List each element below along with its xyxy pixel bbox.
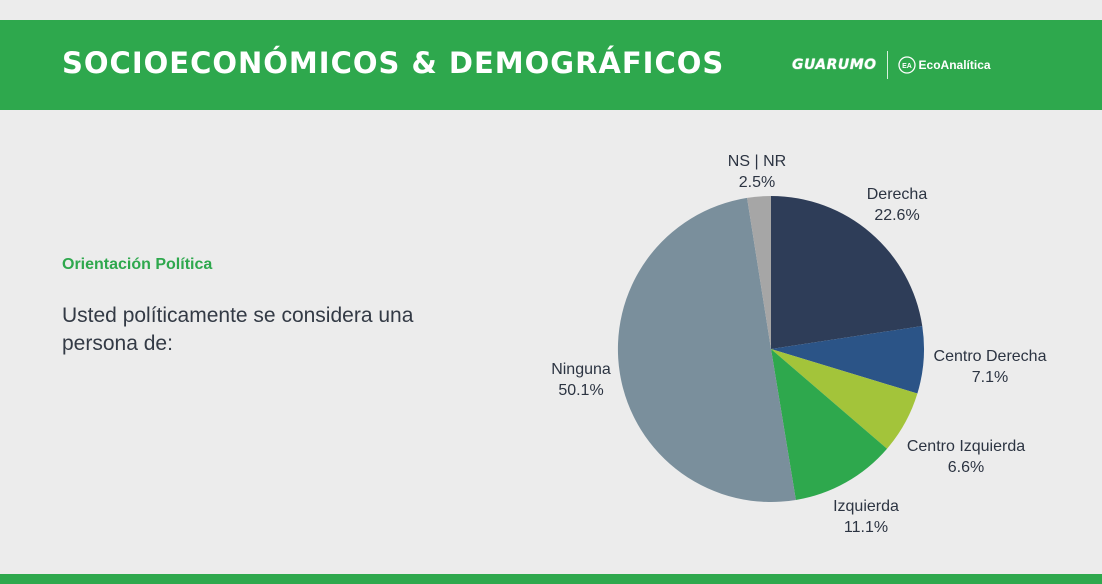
slice-value-izquierda: 11.1% — [844, 519, 888, 536]
top-strip — [0, 0, 1102, 20]
pie-slice-centro-izquierda — [771, 349, 918, 449]
guarumo-logo: GUARUMO — [792, 57, 877, 73]
chart-subtitle: Orientación Política — [62, 256, 213, 273]
survey-question: Usted políticamente se considera una per… — [62, 304, 414, 355]
svg-text:EA: EA — [902, 63, 912, 70]
pie-slice-ns-nr — [747, 195, 771, 349]
page-title: SOCIOECONÓMICOS & DEMOGRÁFICOS — [62, 46, 725, 80]
slice-label-izquierda: Izquierda — [833, 498, 899, 515]
pie-slice-izquierda — [771, 349, 888, 500]
header-bar: SOCIOECONÓMICOS & DEMOGRÁFICOS GUARUMO E… — [0, 20, 1102, 110]
slice-label-ns-nr: NS | NR — [728, 153, 786, 170]
logo-divider — [886, 51, 888, 79]
slice-value-centro-izquierda: 6.6% — [948, 459, 984, 476]
bottom-bar — [0, 574, 1102, 584]
logos: GUARUMO EA EcoAnalítica — [792, 50, 991, 80]
slice-label-derecha: Derecha — [867, 186, 928, 203]
ecoanalitica-mark-icon: EA — [897, 56, 916, 74]
slice-label-centro-derecha: Centro Derecha — [934, 348, 1047, 365]
slice-value-derecha: 22.6% — [874, 207, 919, 224]
slice-label-centro-izquierda: Centro Izquierda — [907, 438, 1025, 455]
slice-value-ns-nr: 2.5% — [739, 174, 775, 191]
pie-slice-centro-derecha — [771, 326, 924, 394]
ecoanalitica-logo: EA EcoAnalítica — [897, 56, 991, 74]
pie-slice-derecha — [771, 196, 923, 349]
slice-value-centro-derecha: 7.1% — [972, 369, 1008, 386]
slice-value-ninguna: 50.1% — [558, 382, 603, 399]
pie-slice-ninguna — [617, 197, 796, 503]
ecoanalitica-text: EcoAnalítica — [918, 58, 991, 72]
slice-label-ninguna: Ninguna — [551, 361, 611, 378]
